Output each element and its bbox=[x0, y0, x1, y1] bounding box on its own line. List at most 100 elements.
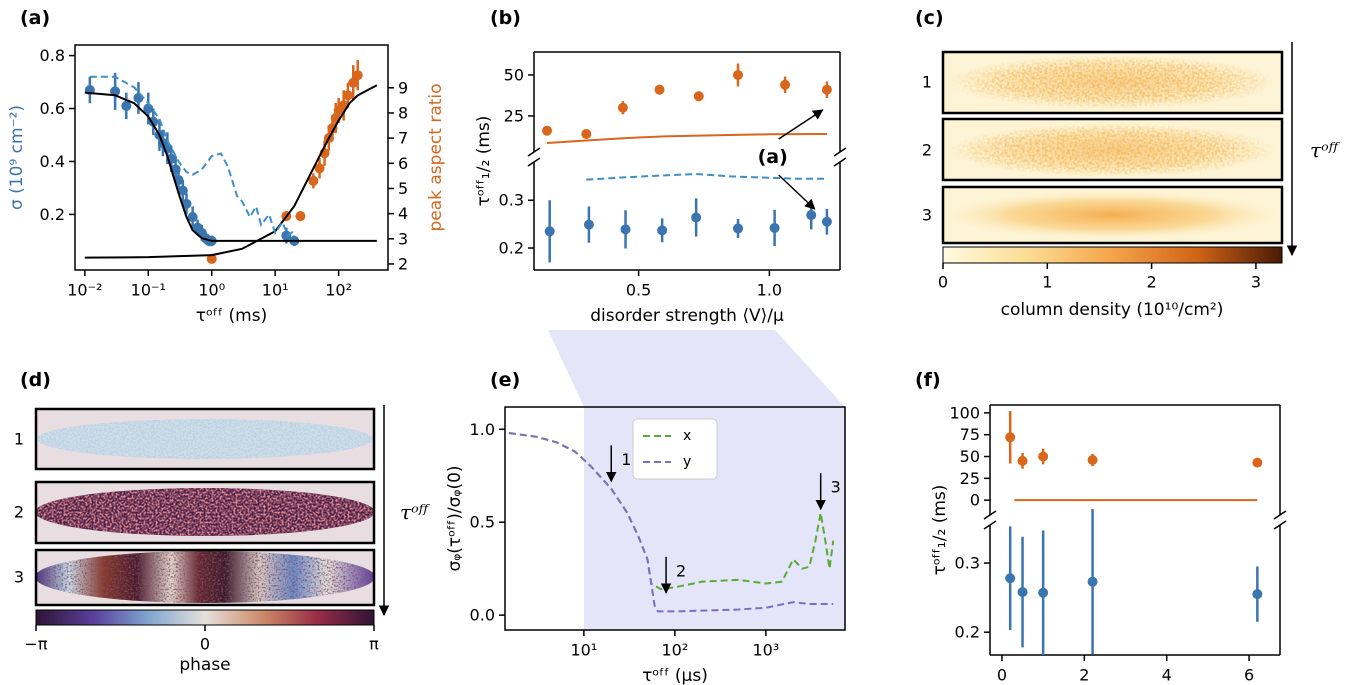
y-tick-label: 0.3 bbox=[955, 554, 980, 573]
colorbar-tick-label: 3 bbox=[1251, 273, 1261, 292]
phase-speckle bbox=[35, 488, 375, 536]
data-point bbox=[1038, 452, 1048, 462]
arrow-label: τᵒᶠᶠ bbox=[1310, 138, 1340, 162]
y2-tick-label: 4 bbox=[398, 204, 408, 223]
colorbar-tick-label: −π bbox=[24, 635, 47, 654]
colorbar-tick-label: 2 bbox=[1147, 273, 1157, 292]
annotation-arrow bbox=[779, 175, 815, 209]
x-tick-label: 0 bbox=[997, 666, 1007, 685]
phase-speckle bbox=[35, 551, 375, 603]
data-point bbox=[822, 217, 832, 227]
data-point bbox=[657, 225, 667, 235]
colorbar-tick-label: π bbox=[369, 635, 379, 654]
y2-tick-label: 2 bbox=[398, 254, 408, 273]
density-speckle bbox=[947, 123, 1277, 177]
colorbar-tick-label: 0 bbox=[200, 635, 210, 654]
data-point bbox=[542, 126, 552, 136]
data-point bbox=[133, 93, 143, 103]
x-tick-label: 10⁻² bbox=[67, 281, 102, 300]
row-label: 1 bbox=[14, 430, 24, 449]
data-line bbox=[85, 85, 377, 257]
y-tick-label: 25 bbox=[960, 469, 980, 488]
data-point bbox=[770, 223, 780, 233]
row-label: 3 bbox=[14, 568, 24, 587]
data-point bbox=[733, 223, 743, 233]
panel-label: (c) bbox=[915, 7, 944, 29]
y2-tick-label: 6 bbox=[398, 154, 408, 173]
data-point bbox=[1088, 455, 1098, 465]
data-point bbox=[581, 129, 591, 139]
x-tick-label: 10² bbox=[661, 641, 688, 660]
y-tick-label: 0.3 bbox=[499, 191, 524, 210]
panel-label: (b) bbox=[490, 7, 521, 29]
y-axis-label: σ (10⁹ cm⁻²) bbox=[7, 105, 27, 210]
y-tick-label: 25 bbox=[504, 106, 524, 125]
annotation-label: 1 bbox=[621, 450, 631, 469]
row-label: 2 bbox=[922, 141, 932, 160]
legend-label: x bbox=[683, 428, 691, 444]
data-point bbox=[618, 103, 628, 113]
row-label: 3 bbox=[922, 206, 932, 225]
image-panel-d: 1 2 3 τᵒᶠᶠ phase bbox=[14, 405, 431, 675]
data-point bbox=[353, 70, 363, 80]
data-point bbox=[733, 70, 743, 80]
x-tick-label: 10² bbox=[325, 281, 352, 300]
data-point bbox=[694, 91, 704, 101]
y-tick-label: 0.2 bbox=[499, 239, 524, 258]
phase-speckle bbox=[37, 419, 373, 459]
y2-tick-label: 9 bbox=[398, 78, 408, 97]
legend-box bbox=[633, 419, 717, 479]
data-point bbox=[780, 80, 790, 90]
annotation-label: 2 bbox=[676, 561, 686, 580]
y-tick-label: 0.0 bbox=[470, 606, 495, 625]
x-tick-label: 10¹ bbox=[262, 281, 289, 300]
y-axis-label: τᵒᶠᶠ₁/₂ (ms) bbox=[930, 485, 950, 576]
x-tick-label: 0.5 bbox=[626, 281, 651, 300]
annotation-label: (a) bbox=[758, 146, 788, 168]
zoom-shade bbox=[548, 330, 845, 407]
image-panel-c: 1 2 3 τᵒᶠᶠ column density (10¹⁰/cm²) bbox=[922, 42, 1341, 320]
data-point bbox=[1018, 587, 1028, 597]
y-tick-label: 1.0 bbox=[470, 420, 495, 439]
density-speckle bbox=[947, 55, 1277, 109]
data-point bbox=[806, 210, 816, 220]
y-tick-label: 0.8 bbox=[40, 46, 65, 65]
data-point bbox=[1018, 456, 1028, 466]
data-point bbox=[584, 220, 594, 230]
data-point bbox=[545, 226, 555, 236]
y2-tick-label: 8 bbox=[398, 103, 408, 122]
data-point bbox=[822, 85, 832, 95]
x-tick-label: 10³ bbox=[752, 641, 779, 660]
y-axis-label: σᵩ(τᵒᶠᶠ)/σᵩ(0) bbox=[445, 465, 465, 571]
x-axis-label: τᵒᶠᶠ (µs) bbox=[642, 666, 708, 685]
y2-tick-label: 5 bbox=[398, 179, 408, 198]
y-tick-label: 0.2 bbox=[955, 623, 980, 642]
y-tick-label: 50 bbox=[960, 447, 980, 466]
x-axis-label: τᵒᶠᶠ (ms) bbox=[196, 306, 267, 326]
data-point bbox=[295, 211, 305, 221]
data-point bbox=[1252, 589, 1262, 599]
y-tick-label: 100 bbox=[949, 403, 980, 422]
annotation-label: 3 bbox=[831, 478, 841, 497]
data-point bbox=[655, 85, 665, 95]
y-tick-label: 0.2 bbox=[40, 205, 65, 224]
data-point bbox=[691, 212, 701, 222]
panel-label: (e) bbox=[490, 369, 520, 391]
x-tick-label: 10⁻¹ bbox=[131, 281, 166, 300]
x-tick-label: 2 bbox=[1079, 666, 1089, 685]
y-tick-label: 50 bbox=[504, 65, 524, 84]
panel-label: (a) bbox=[20, 7, 50, 29]
figure: 1 2 3 τᵒᶠᶠ column density (10¹⁰/cm²) 1 2… bbox=[0, 0, 1356, 685]
data-line bbox=[586, 174, 827, 180]
x-axis-label: disorder strength ⟨V⟩/μ bbox=[590, 306, 784, 326]
data-point bbox=[1005, 432, 1015, 442]
y-tick-label: 0.5 bbox=[470, 513, 495, 532]
y-tick-label: 0.6 bbox=[40, 99, 65, 118]
x-tick-label: 10¹ bbox=[570, 641, 597, 660]
density bbox=[944, 191, 1280, 239]
y-tick-label: 75 bbox=[960, 425, 980, 444]
colorbar bbox=[36, 610, 374, 625]
y-axis-label: τᵒᶠᶠ₁/₂ (ms) bbox=[474, 116, 494, 207]
y-tick-label: 0.4 bbox=[40, 152, 65, 171]
data-point bbox=[1005, 573, 1015, 583]
